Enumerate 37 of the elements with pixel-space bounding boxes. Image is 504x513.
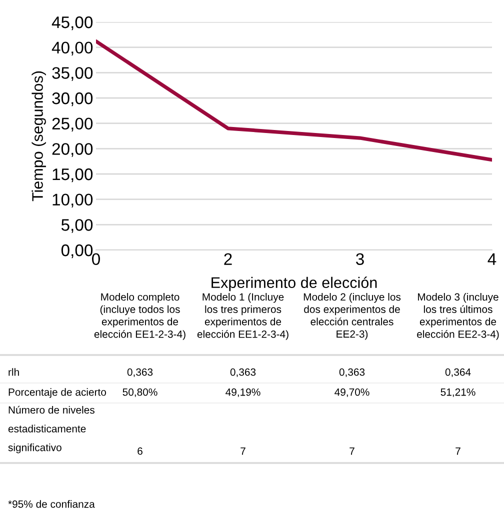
y-tick-label: 20,00 (52, 143, 93, 157)
y-tick-label: 25,00 (52, 118, 93, 132)
text: 0,364 (445, 368, 471, 378)
x-tick-label: 3 (356, 253, 364, 266)
text: 6 (138, 447, 142, 455)
text: 49,19% (226, 388, 260, 398)
x-tick-label: 0 (92, 253, 100, 266)
line-series (96, 39, 492, 162)
y-tick-label: 40,00 (52, 42, 93, 56)
text: Número de niveles estadisticamente significativo (8, 406, 94, 454)
text: 7 (240, 448, 246, 455)
y-tick-label: 45,00 (52, 16, 93, 30)
text: rlh (8, 368, 19, 376)
y-tick-label: 0,00 (61, 244, 93, 258)
y-tick-label: 30,00 (52, 92, 93, 106)
text: 7 (350, 448, 354, 455)
y-axis-title: Tiempo (segundos) (32, 71, 46, 202)
text: 51,21% (440, 388, 476, 398)
text: 0,363 (230, 368, 256, 378)
text: Modelo 1 (Incluye los tres primeros experimentos de elección EE1-2-3-4) (197, 293, 288, 340)
text: 50,80% (122, 388, 158, 398)
text: 49,70% (334, 388, 370, 398)
text: 7 (456, 448, 460, 455)
y-tick-label: 35,00 (52, 67, 93, 81)
text: Porcentaje de acierto (8, 388, 106, 398)
text: 0,363 (339, 368, 365, 378)
text: Modelo 2 (incluye los dos experimentos de elección centrales EE2-3) (304, 293, 401, 340)
text: Modelo 3 (incluye los tres últimos experimentos de elección EE2-3-4) (417, 293, 499, 340)
y-tick-label: 5,00 (61, 219, 93, 233)
x-tick-label: 4 (488, 253, 496, 265)
y-tick-label: 15,00 (52, 168, 93, 182)
text: *95% de confianza (8, 500, 95, 508)
x-axis-title: Experimento de elección (212, 276, 377, 292)
y-tick-label: 10,00 (52, 194, 93, 208)
text: Modelo completo (incluye todos los experimentos de elección EE1-2-3-4) (94, 293, 186, 340)
x-tick-label: 2 (224, 253, 232, 265)
text: 0,363 (127, 368, 153, 378)
